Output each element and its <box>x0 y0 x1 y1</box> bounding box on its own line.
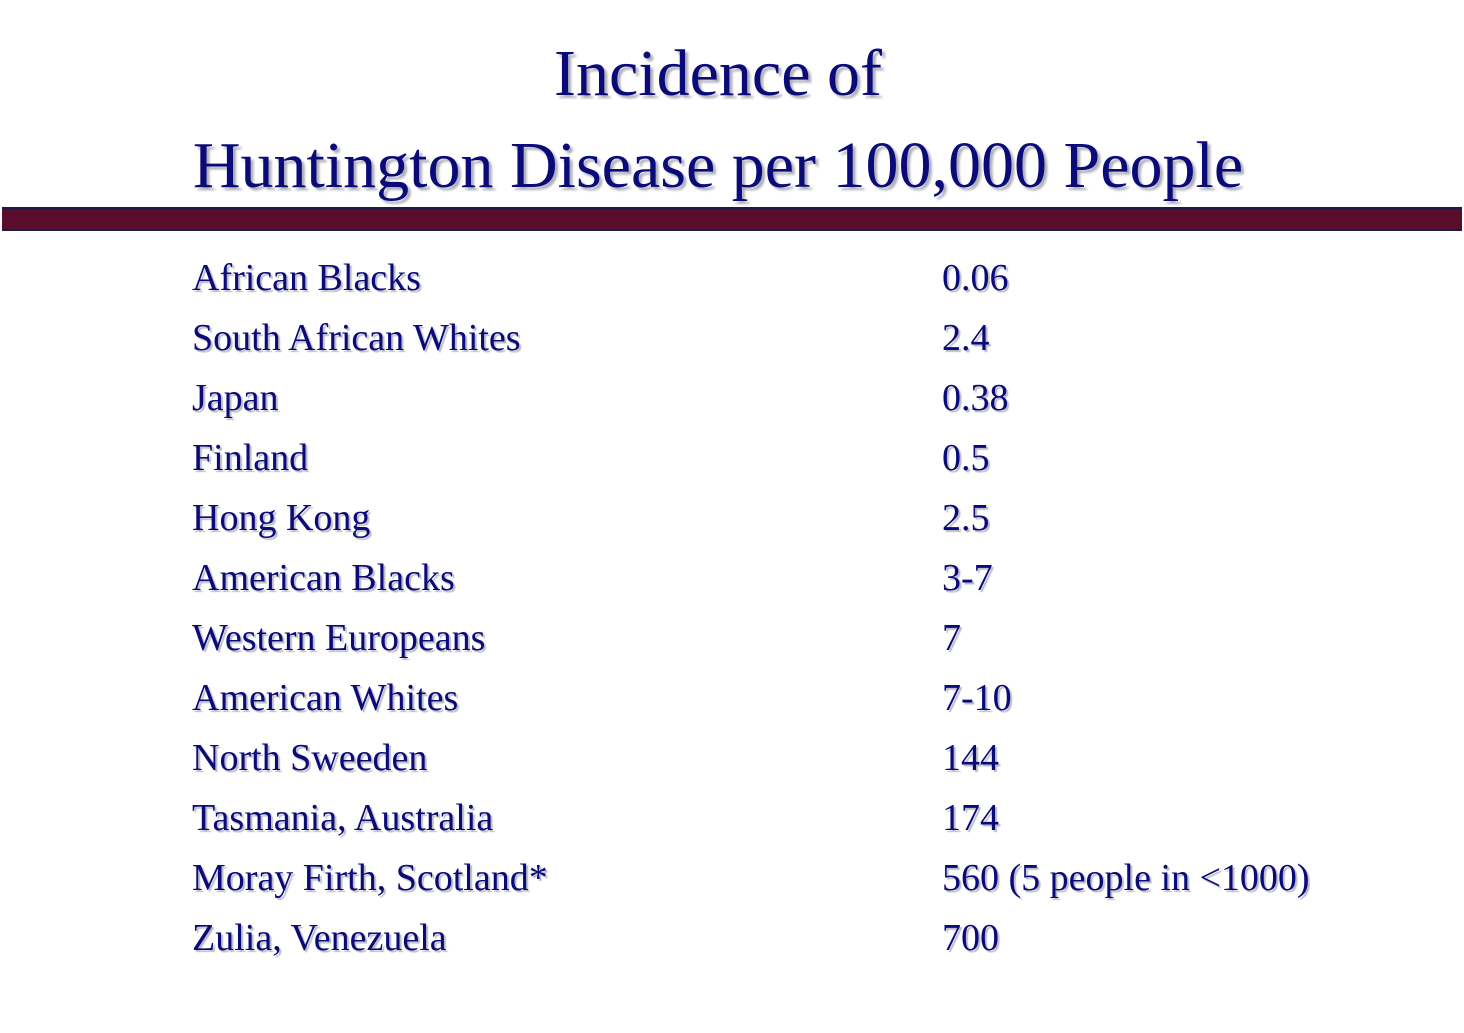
region-cell: Moray Firth, Scotland* <box>192 857 548 899</box>
slide-title-line-1: Incidence of <box>554 37 882 110</box>
table-row: Japan 0.38 <box>192 368 1392 428</box>
rate-cell: 2.5 <box>942 497 990 539</box>
title-divider <box>2 207 1462 231</box>
rate-cell: 2.4 <box>942 317 990 359</box>
region-cell: American Blacks <box>192 557 455 599</box>
table-row: South African Whites 2.4 <box>192 308 1392 368</box>
region-cell: American Whites <box>192 677 459 719</box>
table-row: Western Europeans 7 <box>192 608 1392 668</box>
rate-cell: 0.5 <box>942 437 990 479</box>
rate-cell: 0.06 <box>942 257 1009 299</box>
rate-cell: 174 <box>942 797 999 839</box>
rate-cell: 7-10 <box>942 677 1012 719</box>
region-cell: Tasmania, Australia <box>192 797 494 839</box>
rate-cell: 700 <box>942 917 999 959</box>
table-row: North Sweeden 144 <box>192 728 1392 788</box>
region-cell: Finland <box>192 437 309 479</box>
region-cell: African Blacks <box>192 257 421 299</box>
region-cell: Japan <box>192 377 279 419</box>
region-cell: Hong Kong <box>192 497 371 539</box>
table-row: Tasmania, Australia 174 <box>192 788 1392 848</box>
region-cell: South African Whites <box>192 317 521 359</box>
rate-cell: 7 <box>942 617 961 659</box>
rate-cell: 3-7 <box>942 557 993 599</box>
table-row: American Whites 7-10 <box>192 668 1392 728</box>
slide-title: Incidence of Huntington Disease per 100,… <box>0 28 1436 212</box>
table-row: African Blacks 0.06 <box>192 248 1392 308</box>
rate-cell: 560 (5 people in <1000) <box>942 857 1310 899</box>
table-row: American Blacks 3-7 <box>192 548 1392 608</box>
incidence-table: African Blacks 0.06 South African Whites… <box>192 248 1392 968</box>
region-cell: Western Europeans <box>192 617 486 659</box>
region-cell: North Sweeden <box>192 737 428 779</box>
table-row: Finland 0.5 <box>192 428 1392 488</box>
table-row: Zulia, Venezuela 700 <box>192 908 1392 968</box>
region-cell: Zulia, Venezuela <box>192 917 447 959</box>
table-row: Hong Kong 2.5 <box>192 488 1392 548</box>
slide-title-line-2: Huntington Disease per 100,000 People <box>192 129 1244 202</box>
rate-cell: 144 <box>942 737 999 779</box>
rate-cell: 0.38 <box>942 377 1009 419</box>
table-row: Moray Firth, Scotland* 560 (5 people in … <box>192 848 1392 908</box>
